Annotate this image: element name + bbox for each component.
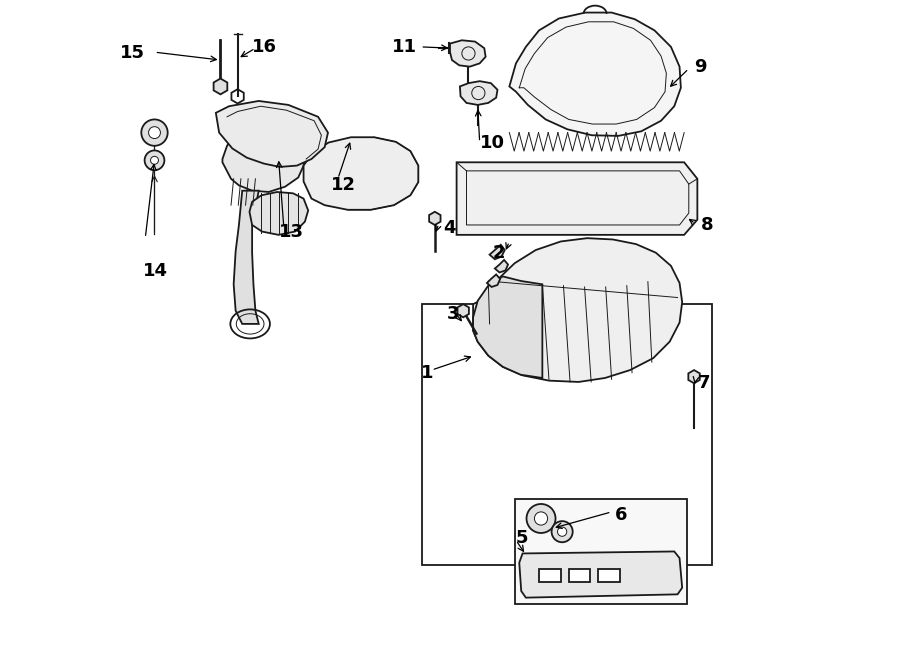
Polygon shape — [222, 118, 306, 192]
Polygon shape — [490, 245, 505, 259]
Polygon shape — [519, 551, 682, 598]
Polygon shape — [303, 137, 418, 210]
Polygon shape — [495, 260, 508, 272]
Text: 4: 4 — [444, 219, 456, 237]
Polygon shape — [509, 13, 681, 136]
Circle shape — [526, 504, 555, 533]
Text: 12: 12 — [331, 176, 356, 194]
Polygon shape — [487, 274, 500, 287]
Bar — [421, 304, 712, 564]
Circle shape — [148, 127, 160, 139]
Text: 13: 13 — [278, 223, 303, 241]
Circle shape — [141, 120, 167, 146]
Polygon shape — [688, 370, 700, 383]
Polygon shape — [429, 212, 440, 225]
Polygon shape — [473, 238, 682, 382]
Text: 2: 2 — [493, 244, 506, 262]
Text: 8: 8 — [701, 216, 714, 234]
Polygon shape — [456, 163, 698, 235]
Circle shape — [535, 512, 547, 525]
Text: 5: 5 — [516, 529, 528, 547]
Polygon shape — [450, 40, 486, 67]
Polygon shape — [457, 304, 469, 317]
Polygon shape — [460, 81, 498, 105]
Text: 9: 9 — [694, 58, 706, 75]
Polygon shape — [234, 190, 258, 324]
Circle shape — [150, 157, 158, 165]
Polygon shape — [249, 192, 308, 235]
Text: 14: 14 — [143, 262, 168, 280]
Polygon shape — [213, 79, 228, 95]
Polygon shape — [598, 569, 620, 582]
Polygon shape — [473, 276, 543, 378]
Text: 11: 11 — [392, 38, 417, 56]
Text: 10: 10 — [480, 134, 505, 151]
Polygon shape — [569, 569, 590, 582]
Text: 16: 16 — [252, 38, 277, 56]
Circle shape — [557, 527, 567, 536]
Text: 6: 6 — [615, 506, 627, 524]
Text: 15: 15 — [121, 44, 145, 62]
Text: 3: 3 — [446, 305, 459, 323]
Polygon shape — [216, 101, 328, 167]
Polygon shape — [539, 569, 561, 582]
Text: 1: 1 — [421, 364, 434, 382]
Circle shape — [552, 521, 572, 542]
Circle shape — [145, 151, 165, 171]
Bar — [515, 498, 688, 604]
Text: 7: 7 — [698, 374, 710, 392]
